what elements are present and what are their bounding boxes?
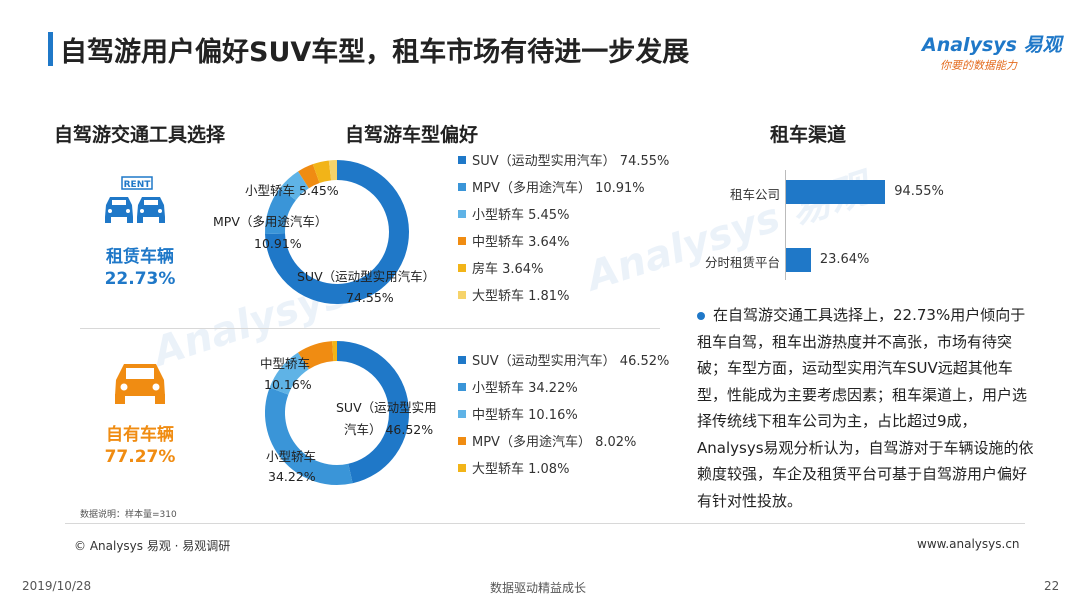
donut1-legend-swatch (458, 209, 466, 218)
donut1-legend-item: 房车 3.64% (458, 254, 669, 281)
donut1-legend-label: 大型轿车 1.81% (472, 289, 570, 304)
donut2-label-suv: SUV（运动型实用 (336, 400, 437, 415)
footer-url[interactable]: www.analysys.cn (917, 537, 1020, 551)
bullet-icon (697, 311, 705, 320)
donut2-legend-label: 小型轿车 34.22% (472, 381, 578, 396)
donut1-slice-1 (265, 188, 297, 235)
donut1-legend-swatch (458, 182, 466, 191)
donut2-legend-label: MPV（多用途汽车） 8.02% (472, 435, 637, 450)
donut1-label-mpv: MPV（多用途汽车） (213, 214, 328, 229)
donut2-legend-item: 小型轿车 34.22% (458, 373, 669, 400)
bar-value-label: 23.64% (819, 252, 870, 267)
section-title-rental-channel: 租车渠道 (770, 124, 847, 146)
donut2-slice-0 (336, 341, 409, 484)
donut2-legend-swatch (458, 382, 466, 391)
legend-rental: SUV（运动型实用汽车） 74.55% MPV（多用途汽车） 10.91% 小型轿车… (458, 146, 669, 308)
donut2-legend-swatch (458, 463, 466, 472)
bar-value-label: 94.55% (894, 184, 944, 199)
donut2-legend-swatch (458, 436, 466, 445)
rent-car-icon: RENT (100, 175, 170, 235)
data-note: 数据说明：样本量=310 (80, 510, 177, 520)
rental-vehicle-pct: 22.73% (104, 269, 176, 289)
donut2-legend-label: 中型轿车 10.16% (472, 408, 578, 423)
donut1-slice-3 (298, 164, 320, 189)
summary-paragraph: 在自驾游交通工具选择上，22.73%用户倾向于租车自驾，租车出游热度并不高张，市… (697, 302, 1037, 514)
donut1-legend-label: 房车 3.64% (472, 262, 544, 277)
donut2-legend-label: SUV（运动型实用汽车） 46.52% (472, 354, 670, 369)
section-divider (80, 328, 660, 329)
donut1-label-small: 小型轿车 5.45% (245, 183, 339, 198)
donut2-slice-3 (298, 341, 334, 370)
bar-chart-rental-channel: 租车公司 94.55% 分时租赁平台 23.64% (690, 170, 1020, 280)
section-title-vehicle-pref: 自驾游车型偏好 (345, 124, 479, 146)
footer-divider (65, 523, 1025, 524)
donut1-label-suv: SUV（运动型实用汽车） (297, 269, 436, 284)
brand-logo: Analysys 易观 你要的数据能力 (922, 30, 1062, 72)
donut1-legend-item: MPV（多用途汽车） 10.91% (458, 173, 669, 200)
donut2-slice-2 (269, 352, 310, 396)
donut1-legend-label: 小型轿车 5.45% (472, 208, 570, 223)
footer-date: 2019/10/28 (22, 579, 92, 593)
donut1-legend-item: 大型轿车 1.81% (458, 281, 669, 308)
donut1-slice-0 (265, 160, 409, 304)
donut2-legend-label: 大型轿车 1.08% (472, 462, 570, 477)
donut2-legend-swatch (458, 355, 466, 364)
donut1-slice-4 (312, 160, 332, 184)
rent-sign-text: RENT (124, 180, 152, 190)
donut2-label-small: 小型轿车 (266, 449, 317, 464)
logo-slogan: 你要的数据能力 (940, 59, 1017, 72)
donut1-legend-swatch (458, 290, 466, 299)
donut1-legend-item: 中型轿车 3.64% (458, 227, 669, 254)
donut2-label-mid-val: 10.16% (264, 377, 312, 392)
donut2-label-small-val: 34.22% (268, 469, 316, 484)
bar-1 (786, 248, 811, 272)
donut1-legend-swatch (458, 236, 466, 245)
bar-0 (786, 180, 886, 204)
donut2-legend-item: 中型轿车 10.16% (458, 400, 669, 427)
donut2-legend-item: SUV（运动型实用汽车） 46.52% (458, 346, 669, 373)
donut1-legend-label: 中型轿车 3.64% (472, 235, 570, 250)
bar-category-label: 分时租赁平台 (704, 255, 780, 270)
footer-copyright: © Analysys 易观 · 易观调研 (74, 539, 231, 553)
page-number: 22 (1044, 579, 1060, 593)
donut2-legend-swatch (458, 409, 466, 418)
section-title-transport: 自驾游交通工具选择 (54, 124, 226, 146)
donut2-slice-1 (265, 387, 353, 485)
own-vehicle-pct: 77.27% (104, 447, 176, 467)
donut2-label-suv2: 汽车） 46.52% (344, 422, 434, 437)
donut1-legend-item: 小型轿车 5.45% (458, 200, 669, 227)
donut1-label-mpv-val: 10.91% (254, 236, 302, 251)
donut-chart-own (265, 341, 409, 485)
summary-text: 在自驾游交通工具选择上，22.73%用户倾向于租车自驾，租车出游热度并不高张，市… (697, 306, 1034, 510)
bar-axis (785, 170, 786, 280)
own-vehicle-label: 自有车辆 (106, 425, 174, 445)
rental-vehicle-label: 租赁车辆 (106, 247, 174, 267)
donut1-legend-label: SUV（运动型实用汽车） 74.55% (472, 154, 670, 169)
donut1-legend-swatch (458, 263, 466, 272)
donut1-slice-2 (279, 171, 310, 201)
logo-main-text: Analysys 易观 (922, 34, 1062, 56)
donut-chart-rental (265, 160, 409, 304)
donut1-legend-swatch (458, 155, 466, 164)
page-title: 自驾游用户偏好SUV车型，租车市场有待进一步发展 (60, 37, 690, 68)
bar-category-label: 租车公司 (729, 187, 780, 202)
own-car-icon (112, 360, 168, 406)
donut1-legend-label: MPV（多用途汽车） 10.91% (472, 181, 645, 196)
footer-slogan: 数据驱动精益成长 (490, 581, 587, 595)
donut1-label-suv-val: 74.55% (346, 290, 394, 305)
donut2-label-mid: 中型轿车 (260, 356, 311, 371)
title-accent-bar (48, 32, 53, 66)
donut1-legend-item: SUV（运动型实用汽车） 74.55% (458, 146, 669, 173)
donut2-legend-item: MPV（多用途汽车） 8.02% (458, 427, 669, 454)
legend-own: SUV（运动型实用汽车） 46.52% 小型轿车 34.22% 中型轿车 10.16… (458, 346, 669, 481)
donut2-legend-item: 大型轿车 1.08% (458, 454, 669, 481)
